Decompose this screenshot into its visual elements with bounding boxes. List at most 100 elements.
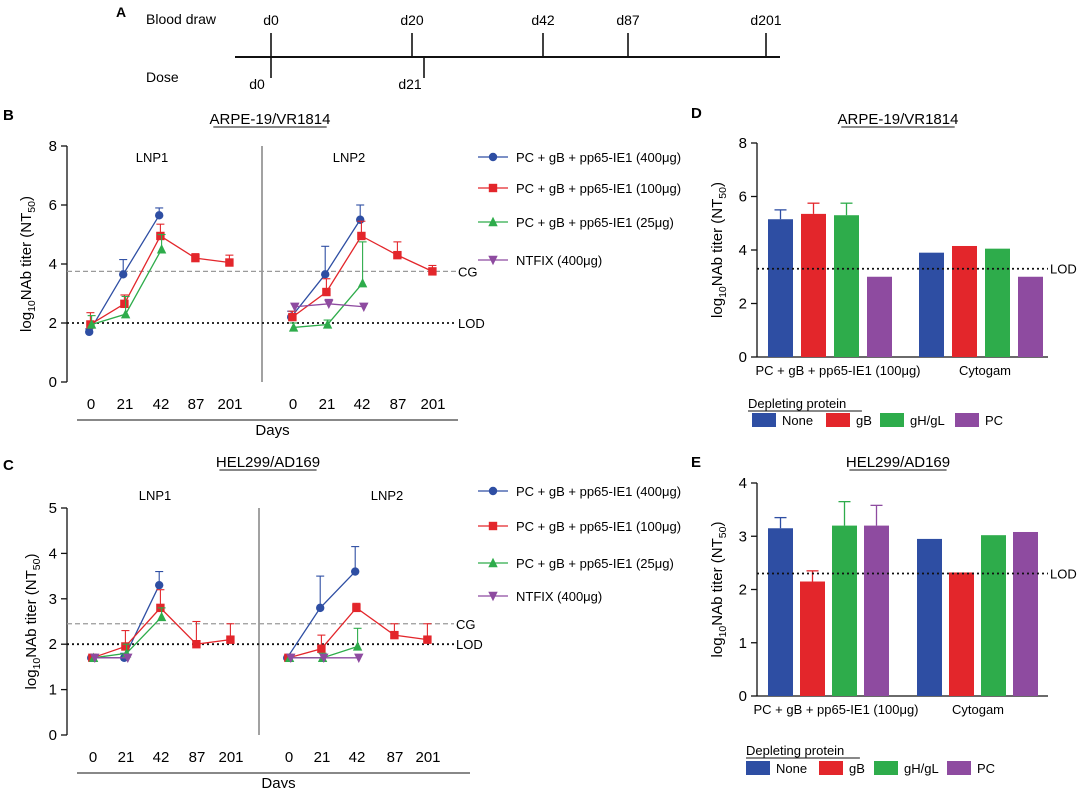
- lod-label: LOD: [458, 316, 485, 331]
- panel-b-label: B: [3, 107, 14, 124]
- data-point: [156, 231, 165, 241]
- ylabel-sub: 50: [26, 201, 38, 213]
- y-tick-label: 4: [49, 256, 57, 273]
- data-point: [357, 231, 366, 241]
- data-point: [352, 603, 361, 613]
- blood-draw-day-label: d0: [263, 12, 279, 28]
- x-axis-label: Days: [255, 422, 289, 439]
- data-point: [155, 580, 164, 590]
- x-tick-label: 87: [188, 396, 205, 413]
- legend-label: PC + gB + pp65-IE1 (100μg): [516, 181, 681, 196]
- legend-swatch: [746, 761, 770, 775]
- data-point: [428, 267, 437, 276]
- chart-title: HEL299/AD169: [846, 454, 950, 471]
- y-tick-label: 4: [739, 475, 747, 492]
- legend-swatch: [874, 761, 898, 775]
- bar: [952, 245, 977, 357]
- data-point: [322, 319, 333, 329]
- data-point: [357, 277, 368, 288]
- bar: [800, 581, 825, 696]
- lod-label: LOD: [1050, 262, 1077, 277]
- bar: [801, 213, 826, 357]
- legend-label: NTFIX (400μg): [516, 253, 602, 268]
- lod-label: LOD: [456, 637, 483, 652]
- ylabel-part: ): [709, 182, 726, 187]
- x-tick-label: 0: [285, 749, 293, 766]
- y-tick-label: 2: [49, 315, 57, 332]
- x-tick-label: 21: [117, 396, 134, 413]
- dose-label: Dose: [146, 69, 179, 85]
- ylabel-part: log: [709, 637, 726, 657]
- legend-swatch: [819, 761, 843, 775]
- legend-label: PC + gB + pp65-IE1 (25μg): [516, 215, 674, 230]
- legend-title: Depleting protein: [746, 743, 844, 758]
- x-tick-label: 201: [217, 396, 242, 413]
- cg-label: CG: [458, 264, 478, 279]
- x-tick-label: 201: [415, 749, 440, 766]
- y-tick-label: 5: [49, 500, 57, 517]
- legend-e: Depleting protein None gB gH/gL PC: [746, 743, 995, 776]
- data-point: [352, 641, 363, 651]
- bar: [917, 538, 942, 696]
- legend-label: None: [776, 761, 807, 776]
- data-point: [324, 299, 334, 310]
- lod-label: LOD: [1050, 567, 1077, 582]
- category-label: PC + gB + pp65-IE1 (100μg): [753, 702, 918, 717]
- y-axis-label: log10NAb titer (NT50): [709, 182, 729, 318]
- bar: [985, 248, 1010, 357]
- group-label: LNP1: [139, 488, 172, 503]
- data-point: [119, 270, 128, 279]
- ylabel-part: ): [23, 554, 40, 559]
- data-point: [120, 308, 131, 319]
- y-tick-label: 1: [739, 635, 747, 652]
- bar: [864, 525, 889, 696]
- data-point: [390, 630, 399, 640]
- legend-marker: [488, 591, 498, 602]
- data-point: [90, 653, 100, 664]
- legend-b: PC + gB + pp65-IE1 (400μg) PC + gB + pp65…: [478, 150, 681, 268]
- ylabel-sub: 10: [717, 626, 729, 638]
- bar: [768, 528, 793, 696]
- bar: [867, 276, 892, 357]
- bar: [1013, 531, 1038, 696]
- ylabel-part: log: [18, 312, 35, 332]
- dose-day-label: d0: [249, 76, 265, 92]
- x-tick-label: 42: [153, 749, 170, 766]
- x-tick-label: 0: [87, 396, 95, 413]
- ylabel-sub: 10: [31, 658, 43, 670]
- panel-a-label: A: [116, 4, 126, 20]
- y-tick-label: 6: [49, 197, 57, 214]
- data-point: [120, 299, 129, 309]
- legend-marker: [488, 557, 498, 568]
- data-point: [191, 253, 200, 263]
- data-point: [288, 312, 297, 322]
- bar: [834, 215, 859, 357]
- bar: [1018, 276, 1043, 357]
- data-point: [288, 322, 299, 332]
- y-tick-label: 0: [739, 688, 747, 705]
- legend-c: PC + gB + pp65-IE1 (400μg) PC + gB + pp65…: [478, 484, 681, 604]
- chart-c: HEL299/AD169 log10NAb titer (NT50) 0 1 2 3 4 5 C…: [23, 454, 483, 788]
- blood-draw-day-label: d42: [531, 12, 555, 28]
- ylabel-part: log: [709, 298, 726, 318]
- chart-d: ARPE-19/VR1814 log10NAb titer (NT50) 0 2 4 6 8…: [709, 111, 1077, 378]
- bar: [949, 572, 974, 696]
- legend-label: PC + gB + pp65-IE1 (400μg): [516, 150, 681, 165]
- data-point: [226, 635, 235, 644]
- data-point: [192, 640, 201, 649]
- ylabel-part: ): [709, 522, 726, 527]
- y-tick-label: 0: [49, 727, 57, 744]
- x-axis-label: Days: [261, 775, 295, 788]
- dose-day-label: d21: [398, 76, 422, 92]
- legend-label: PC + gB + pp65-IE1 (100μg): [516, 519, 681, 534]
- chart-title: ARPE-19/VR1814: [838, 111, 959, 128]
- category-label: Cytogam: [959, 363, 1011, 378]
- y-tick-label: 0: [739, 349, 747, 366]
- y-tick-label: 8: [739, 135, 747, 152]
- legend-swatch: [752, 413, 776, 427]
- legend-label: PC: [985, 413, 1003, 428]
- data-point: [321, 270, 330, 279]
- chart-e: HEL299/AD169 log10NAb titer (NT50) 0 1 2 3 4 PC…: [709, 454, 1077, 717]
- legend-d: Depleting protein None gB gH/gL PC: [748, 396, 1003, 428]
